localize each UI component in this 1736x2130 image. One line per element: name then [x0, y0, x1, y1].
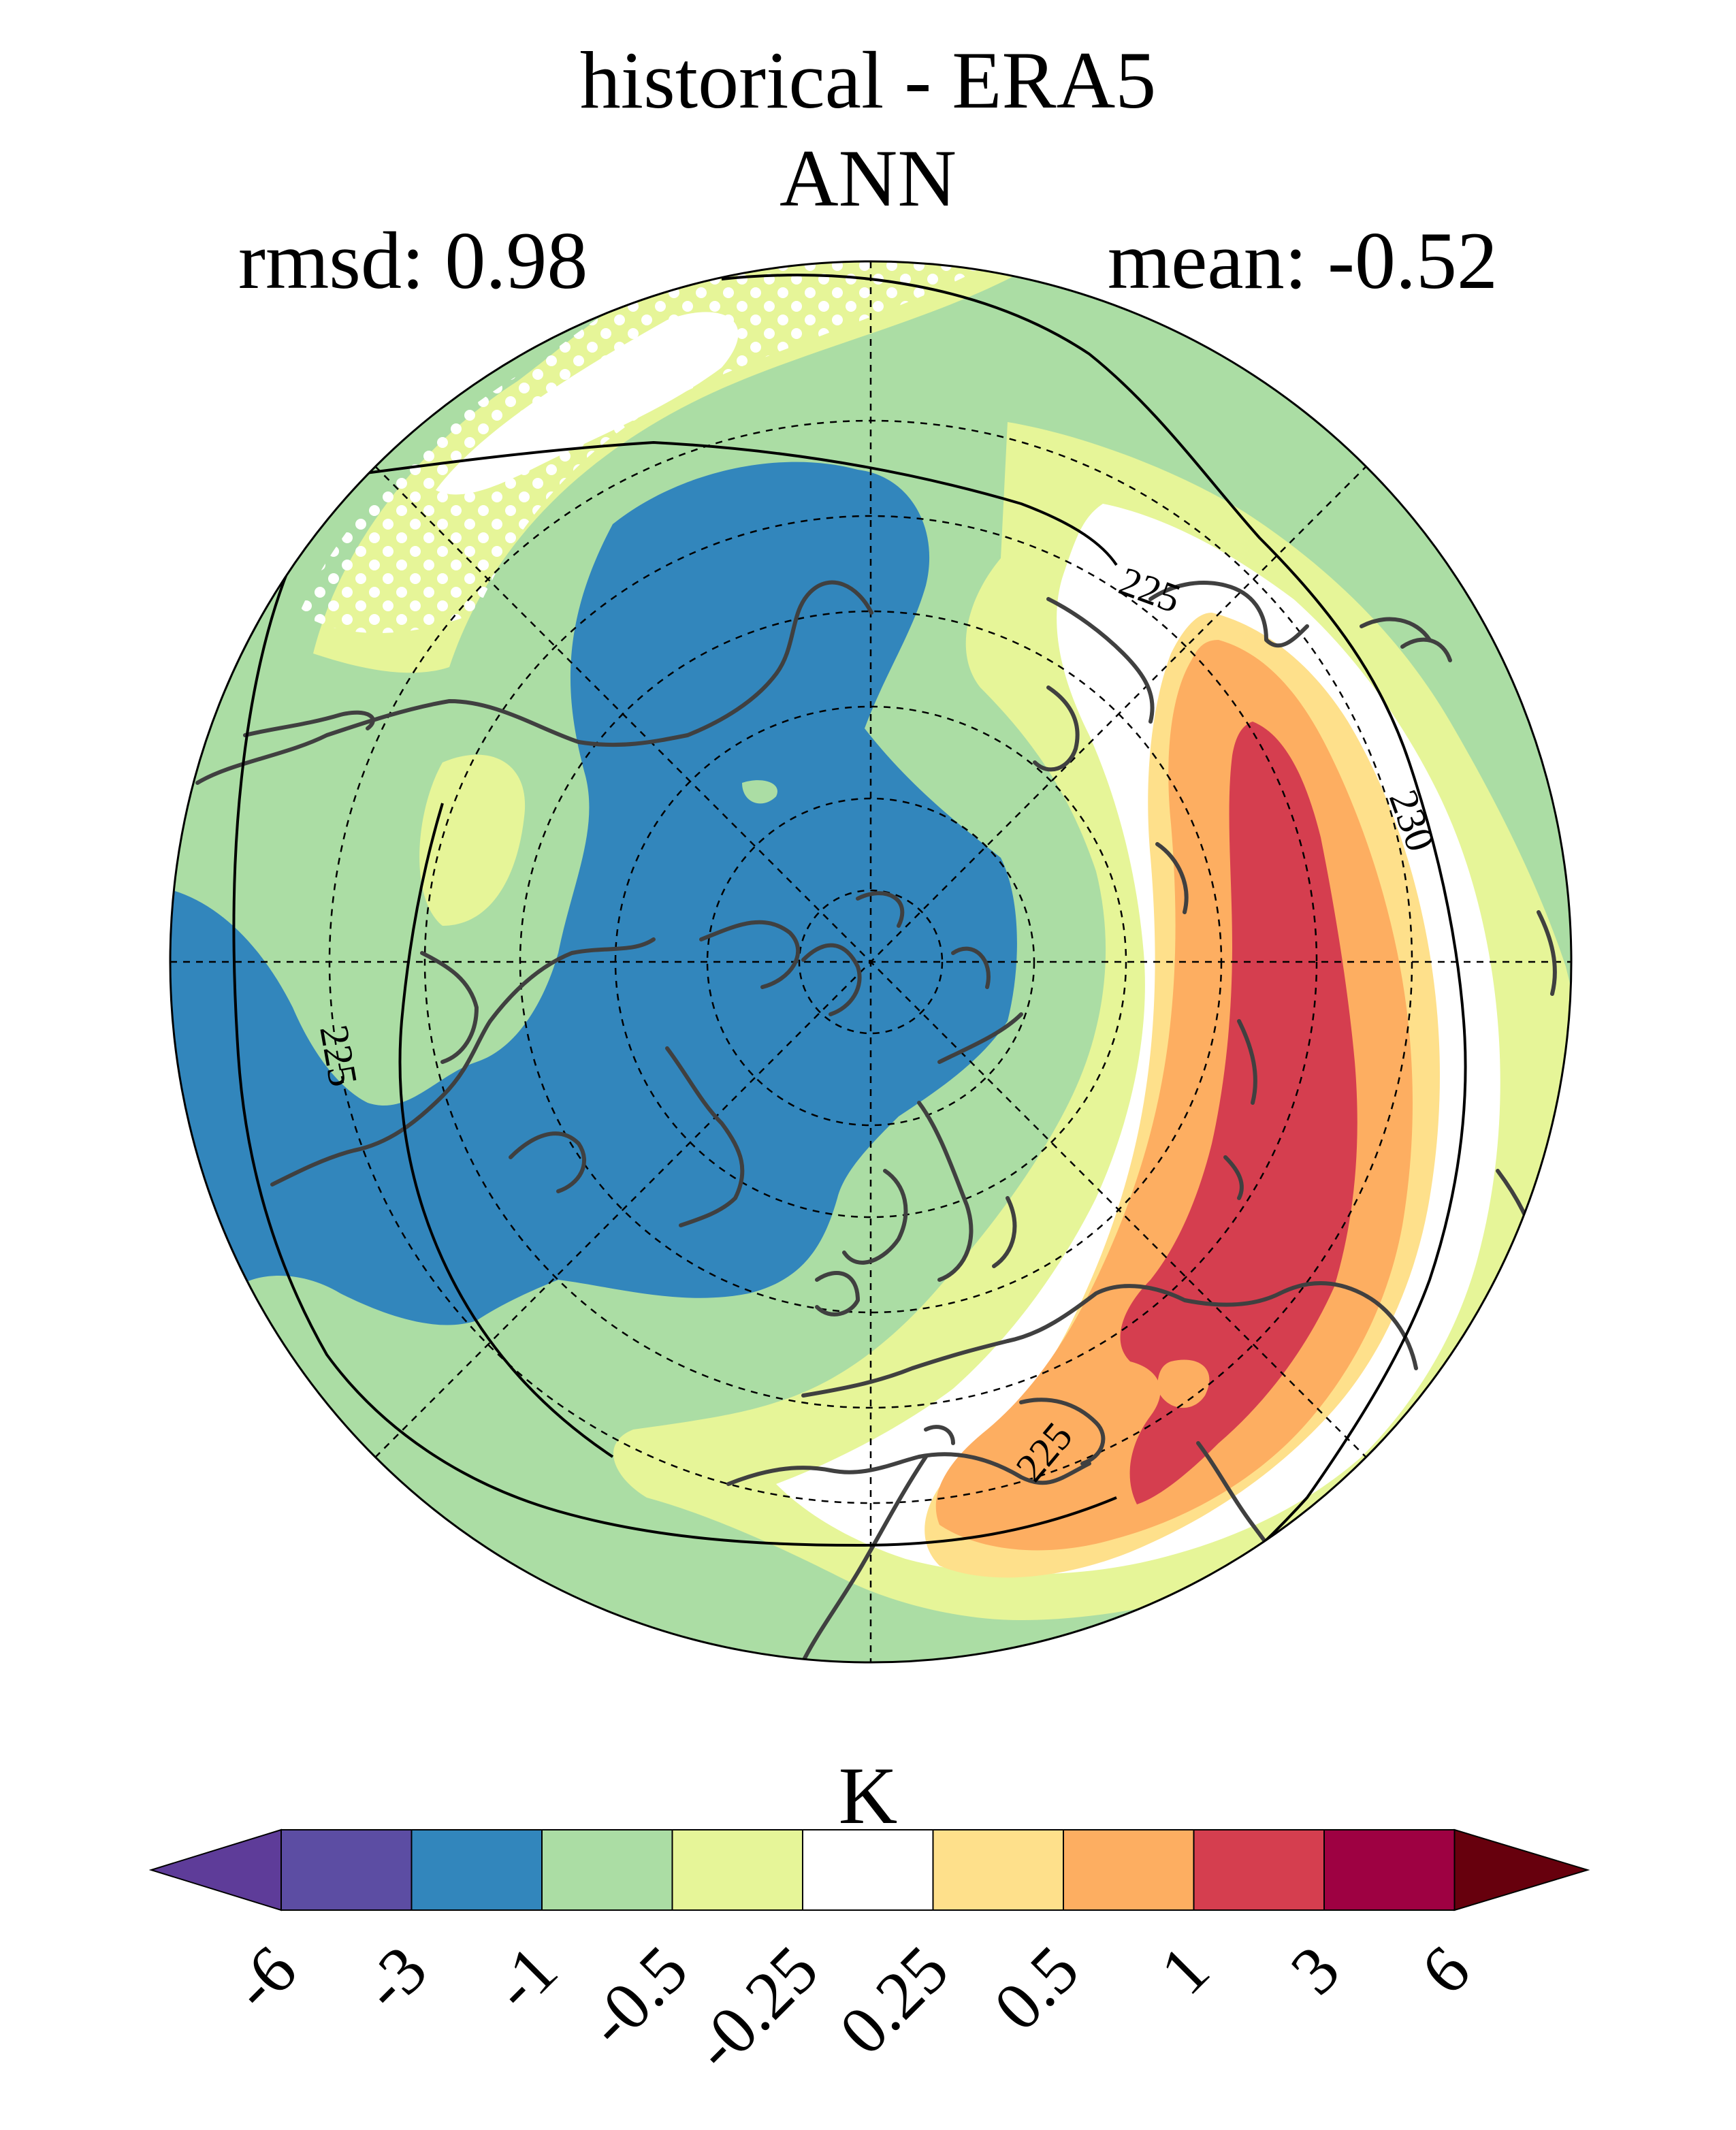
colorbar-bin	[541, 1829, 673, 1911]
field-strong-pos	[1120, 722, 1357, 1504]
colorbar-extend-high	[1453, 1828, 1590, 1911]
colorbar-tick-label: 6	[1407, 1931, 1484, 2009]
contour-label-225-west: 225	[311, 1022, 366, 1090]
field-strong-neg	[170, 462, 1017, 1325]
colorbar-tick-label: -3	[348, 1931, 441, 2024]
colorbar-tick-label: -0.25	[679, 1931, 833, 2085]
map-title: historical - ERA5	[580, 35, 1157, 125]
contours	[232, 274, 1467, 1649]
colorbar-bin	[932, 1829, 1064, 1911]
stipple-nw	[300, 261, 987, 633]
coastlines	[195, 580, 1557, 1662]
map-subtitle: ANN	[779, 133, 957, 223]
colorbar-tick-label: -0.5	[573, 1931, 702, 2061]
rmsd-label: rmsd: 0.98	[238, 215, 588, 306]
colorbar-bin	[802, 1829, 934, 1911]
map-boundary	[169, 260, 1573, 1664]
colorbar-bin	[1063, 1829, 1195, 1911]
colorbar-tick-label: 1	[1146, 1931, 1223, 2009]
mean-label: mean: -0.52	[1108, 215, 1498, 306]
colorbar-unit: K	[839, 1750, 898, 1841]
field-neg-islet	[742, 780, 777, 804]
colorbar-bin	[1193, 1829, 1325, 1911]
colorbar-bin	[411, 1829, 543, 1911]
colorbar-tick-label: -6	[217, 1931, 310, 2024]
colorbar-tick-label: 3	[1276, 1931, 1354, 2009]
colorbar	[148, 1828, 1590, 1911]
colorbar-bin	[280, 1829, 413, 1911]
graticule	[170, 261, 1571, 1662]
colorbar-tick-label: -1	[478, 1931, 571, 2024]
field-weak-neg-w	[419, 754, 526, 926]
polar-map: 225 225 225 230	[169, 260, 1573, 1664]
field-pos-notch	[1157, 1359, 1210, 1408]
colorbar-extend-low	[148, 1828, 282, 1911]
colorbar-tick-label: 0.25	[825, 1931, 963, 2069]
colorbar-tick-label: 0.5	[980, 1931, 1093, 2045]
colorbar-bin	[1323, 1829, 1456, 1911]
colorbar-bin	[671, 1829, 803, 1911]
colorbar-ticks: -6 -3 -1 -0.5-0.250.25 0.5 1 3 6	[217, 1931, 1484, 2085]
